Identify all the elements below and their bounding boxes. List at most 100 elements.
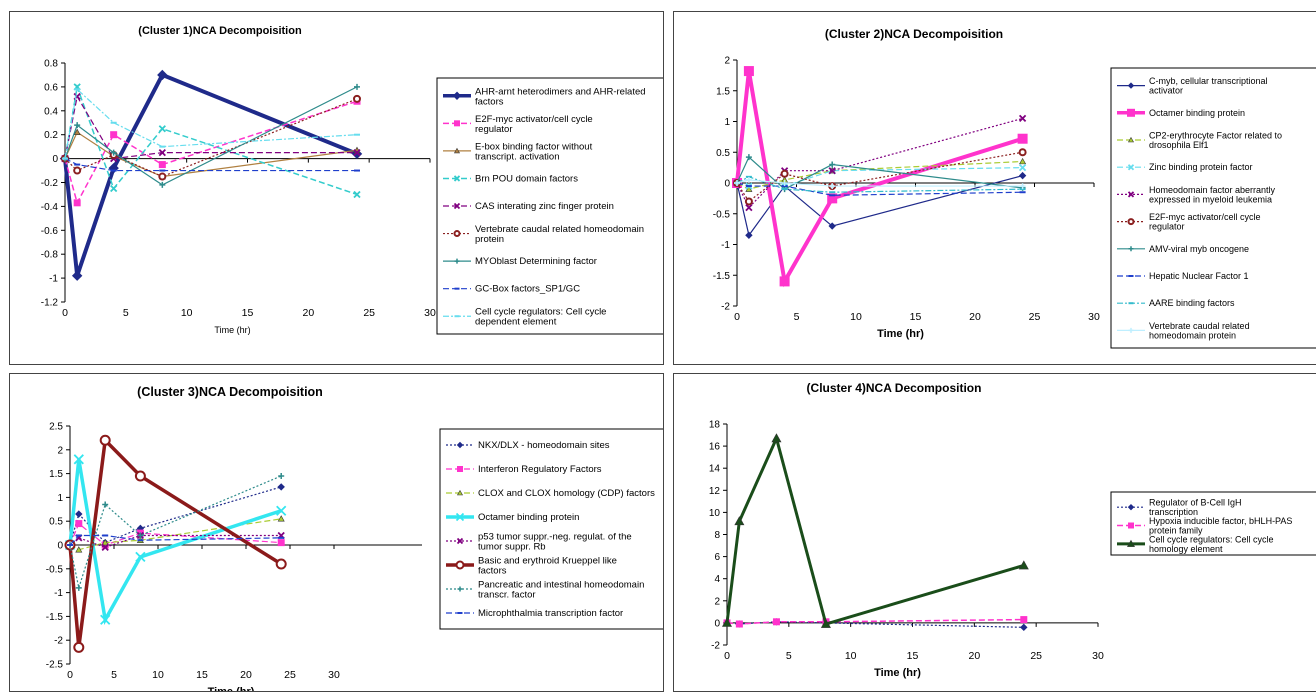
data-point-s5-3 <box>101 543 109 552</box>
y-tick-label: 6 <box>714 552 720 563</box>
data-point-s7-2 <box>74 122 81 129</box>
data-point-s2-3 <box>772 618 780 626</box>
legend-marker <box>1126 539 1136 547</box>
legend-label-6: Vertebrate caudal related homeodomain pro… <box>475 224 644 245</box>
legend-marker <box>1128 522 1134 529</box>
data-point-s3-2 <box>745 185 753 192</box>
y-tick-label: 0 <box>714 618 720 629</box>
y-tick-label: -2 <box>54 636 63 647</box>
chart-svg-3: (Cluster 3)NCA Decompoisition -2.5 -2 -1.5 -… <box>46 385 663 692</box>
legend-label-8: Hepatic Nuclear Factor 1 <box>1149 271 1249 281</box>
data-point-s6-4 <box>134 470 146 482</box>
x-tick-label: 0 <box>734 311 740 323</box>
legend-label-1: Regulator of B-Cell IgH transcription <box>1149 498 1242 518</box>
legend-label-1: AHR-arnt heterodimers and AHR-related fac… <box>475 86 646 107</box>
data-point-s7-4 <box>137 532 144 539</box>
data-point-s7-4 <box>829 161 836 168</box>
legend-label-3: Cell cycle regulators: Cell cycle homolog… <box>1149 534 1274 554</box>
y-tick-label: 0 <box>52 154 58 165</box>
y-tick-label: 0.5 <box>49 517 63 528</box>
data-point-s5-5 <box>353 148 361 157</box>
y-tick-label: 1 <box>724 117 730 128</box>
chart-panel-2: (Cluster 2)NCA Decompoisition -2 -1.5 -1 -0.… <box>673 11 1316 365</box>
y-tick-label: 2 <box>714 596 720 607</box>
legend-label-4: Zinc binding protein factor <box>1149 162 1253 172</box>
y-tick-label: -0.5 <box>713 209 731 220</box>
y-tick-label: 10 <box>709 508 721 519</box>
data-point-s4-5 <box>353 190 361 199</box>
data-point-s10-4 <box>829 183 836 190</box>
legend-label-10: Vertebrate caudal related homeodomain pro… <box>1149 321 1250 341</box>
y-tick-label: 0.5 <box>716 148 730 159</box>
data-point-s6-3 <box>99 434 111 446</box>
y-tick-label: 12 <box>709 486 721 497</box>
x-tick-label: 30 <box>1092 650 1104 662</box>
data-point-s6-2 <box>73 641 85 653</box>
data-point-s1-2 <box>745 231 753 239</box>
x-tick-label: 0 <box>724 650 730 662</box>
y-tick-label: 1 <box>57 493 63 504</box>
data-point-s1-2 <box>71 270 83 281</box>
data-point-s5-4 <box>828 167 836 175</box>
data-point-s5-5 <box>1018 114 1027 123</box>
y-tick-label: -0.5 <box>46 564 64 575</box>
chart-svg-4: (Cluster 4)NCA Decomposition -2 0 2 4 6 8 10 12 1… <box>709 381 1316 679</box>
data-point-s3-3 <box>101 539 109 546</box>
chart-title: (Cluster 4)NCA Decomposition <box>807 381 982 395</box>
data-point-s7-5 <box>354 83 360 90</box>
y-tick-label: 0.6 <box>44 82 58 93</box>
chart-title: (Cluster 1)NCA Decompoisition <box>138 25 302 37</box>
x-tick-label: 5 <box>111 669 117 681</box>
y-tick-label: 18 <box>709 420 721 431</box>
data-point-s3-2 <box>73 128 81 136</box>
x-tick-label: 25 <box>284 669 296 681</box>
legend-label-5: Homeodomain factor aberrantly expressed i… <box>1149 185 1276 205</box>
x-tick-label: 10 <box>845 650 857 662</box>
data-point-s6-5 <box>275 558 287 570</box>
legend-marker <box>1127 82 1135 89</box>
data-point-s1-4 <box>157 69 168 81</box>
series-line-7 <box>69 475 282 591</box>
legend-box <box>436 77 663 335</box>
x-tick-label: 10 <box>181 307 193 319</box>
legend-marker <box>1127 503 1135 511</box>
x-tick-label: 10 <box>850 311 862 323</box>
legend-label-7: Pancreatic and intestinal homeodomain tra… <box>478 580 644 601</box>
x-tick-label: 20 <box>302 307 314 319</box>
chart-panel-4: (Cluster 4)NCA Decomposition -2 0 2 4 6 8 10 12 1… <box>673 373 1316 692</box>
y-tick-label: -0.2 <box>41 178 59 189</box>
data-point-s3-2 <box>734 516 745 526</box>
chart-svg-1: (Cluster 1)NCA Decompoisition -1.2 -1 -0.8 -… <box>41 25 663 335</box>
legend-label-1: C-myb, cellular transcriptional activator <box>1149 76 1268 96</box>
x-tick-label: 20 <box>968 650 980 662</box>
legend-marker <box>1127 218 1135 226</box>
data-point-s7-2 <box>745 154 752 161</box>
x-axis-label: Time (hr) <box>208 686 255 692</box>
legend-marker <box>456 489 464 496</box>
y-tick-label: 0.2 <box>44 130 58 141</box>
data-point-s6-4 <box>158 172 167 181</box>
data-point-s6-2 <box>744 197 753 206</box>
data-point-s2-2 <box>743 66 754 77</box>
chart-title: (Cluster 3)NCA Decompoisition <box>137 385 323 399</box>
series-line-2 <box>64 100 358 205</box>
chart-title: (Cluster 2)NCA Decompoisition <box>825 27 1003 41</box>
data-point-s3-5 <box>277 515 285 522</box>
legend-marker <box>456 441 464 449</box>
y-tick-label: 14 <box>709 464 721 475</box>
legend-label-3: CLOX and CLOX homology (CDP) factors <box>478 488 655 499</box>
y-tick-label: 0.4 <box>44 106 58 117</box>
x-tick-label: 0 <box>67 669 73 681</box>
data-point-s6-2 <box>73 166 82 175</box>
x-tick-label: 15 <box>910 311 922 323</box>
data-point-s4-5 <box>1018 163 1027 172</box>
data-point-s3-4 <box>820 618 831 628</box>
y-tick-label: 0.8 <box>44 59 58 70</box>
data-point-s6-3 <box>780 169 789 178</box>
y-tick-label: -1.5 <box>46 612 64 623</box>
y-tick-label: -1 <box>49 274 58 285</box>
y-tick-label: 1.5 <box>49 469 63 480</box>
y-tick-label: 4 <box>714 574 720 585</box>
legend-label-1: NKX/DLX - homeodomain sites <box>478 440 610 451</box>
chart-svg-2: (Cluster 2)NCA Decompoisition -2 -1.5 -1 -0.… <box>713 27 1316 349</box>
